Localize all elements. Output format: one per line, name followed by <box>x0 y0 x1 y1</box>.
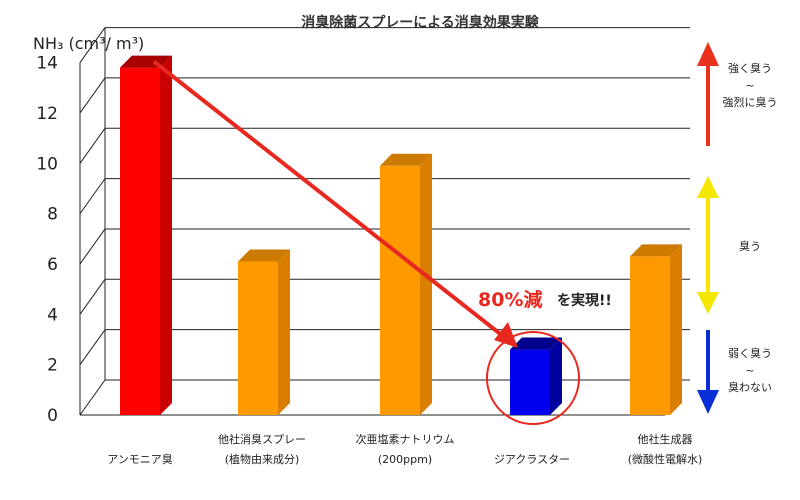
gridline-wall <box>79 279 106 315</box>
odor-level-label: 臭う <box>739 239 761 253</box>
odor-arrowhead-down <box>697 390 719 414</box>
reduction-arrow <box>152 60 510 342</box>
gridline-wall <box>79 77 106 114</box>
callout-highlight: 80%減 <box>478 288 542 311</box>
y-tick-label: 10 <box>36 154 58 174</box>
odor-arrowhead-up <box>697 176 719 198</box>
odor-level-label: 強烈に臭う <box>723 95 778 109</box>
x-category-label: ジアクラスター <box>494 453 570 466</box>
bar-top <box>380 153 432 166</box>
y-tick-label: 0 <box>47 406 58 426</box>
bar-top <box>510 337 562 350</box>
y-tick-label: 8 <box>47 205 58 225</box>
gridline-wall <box>79 228 106 265</box>
odor-level-label: ~ <box>745 364 754 377</box>
callout-rest: を実現!! <box>557 292 612 309</box>
y-tick-label: 6 <box>47 255 58 275</box>
bar-side <box>160 55 172 415</box>
x-category-label: (植物由来成分) <box>225 452 300 466</box>
x-category-label: (200ppm) <box>378 453 432 466</box>
gridline-wall <box>79 27 106 63</box>
bar-front <box>238 261 278 415</box>
y-axis-label: NH₃ (cm³/ m³) <box>33 34 144 53</box>
bar-front <box>380 165 420 415</box>
odor-level-label: 弱く臭う <box>728 346 772 360</box>
odor-arrowhead-down <box>697 292 719 314</box>
bar-side <box>420 153 432 416</box>
y-tick-label: 12 <box>36 104 58 124</box>
bar-side <box>278 249 290 415</box>
bar-front <box>630 256 670 415</box>
bar-front <box>510 349 550 415</box>
odor-arrowhead-up <box>697 42 719 66</box>
odor-level-label: ~ <box>745 79 754 92</box>
y-tick-label: 2 <box>47 356 58 376</box>
gridline-wall <box>79 379 106 416</box>
bar-top <box>630 244 682 257</box>
gridline-wall <box>79 178 106 214</box>
bar-side <box>550 337 562 415</box>
x-category-label: 他社生成器 <box>638 432 693 446</box>
gridline-wall <box>79 329 106 365</box>
x-category-label: (微酸性電解水) <box>628 452 703 466</box>
bar-side <box>670 244 682 415</box>
bar-top <box>238 249 290 262</box>
y-tick-label: 14 <box>36 54 58 74</box>
reduction-arrowhead <box>494 322 518 348</box>
gridline-wall <box>79 127 106 164</box>
odor-level-label: 臭わない <box>728 380 772 394</box>
highlight-circle <box>486 331 580 425</box>
x-category-label: アンモニア臭 <box>107 452 173 466</box>
chart-title: 消臭除菌スプレーによる消臭効果実験 <box>301 14 540 31</box>
y-tick-label: 4 <box>47 305 58 325</box>
bar-front <box>120 67 160 415</box>
odor-level-label: 強く臭う <box>728 61 772 75</box>
x-category-label: 次亜塩素ナトリウム <box>356 432 455 446</box>
x-category-label: 他社消臭スプレー <box>218 432 306 446</box>
